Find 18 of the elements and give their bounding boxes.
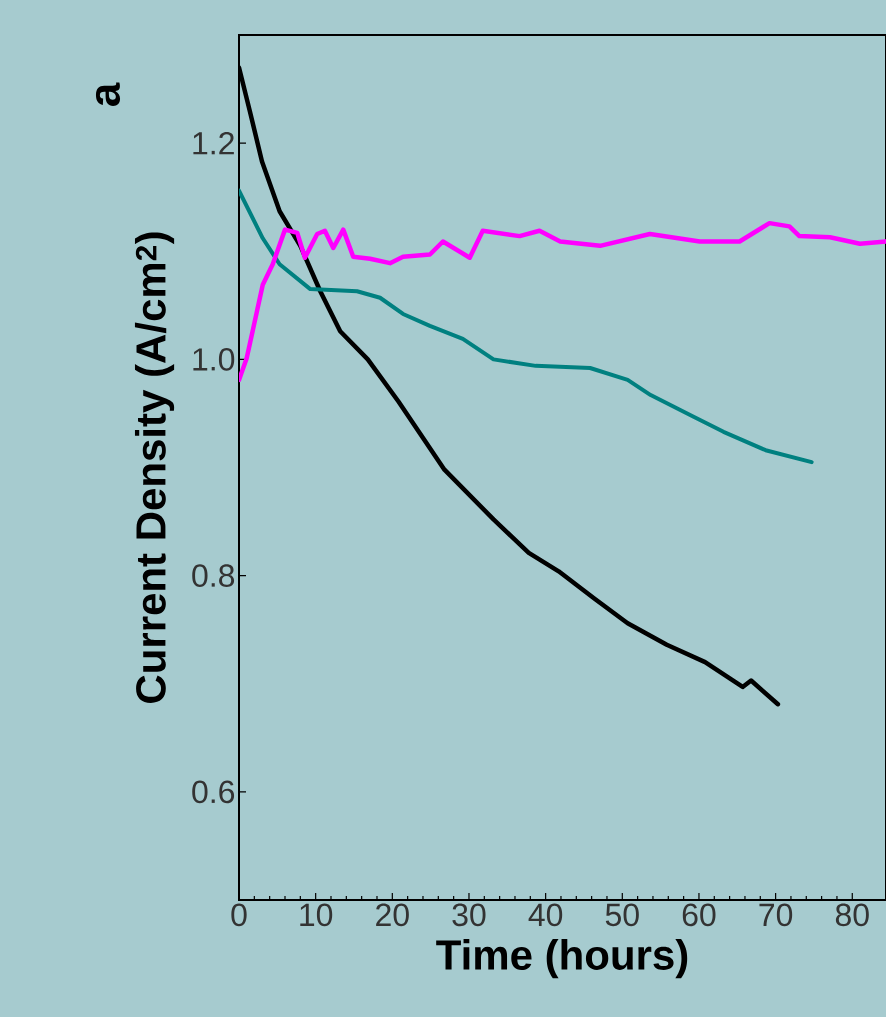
text: a xyxy=(95,82,121,106)
y-tick-label: 0.6 xyxy=(192,780,235,804)
x-tick-label: 30 xyxy=(452,903,486,927)
x-tick-label: 60 xyxy=(682,903,716,927)
x-tick-label: 70 xyxy=(759,903,793,927)
x-tick-label: 40 xyxy=(528,903,563,927)
x-tick-label: 80 xyxy=(835,903,869,927)
y-tick-label: 0.8 xyxy=(192,564,235,587)
y-tick-label: 1.2 xyxy=(193,131,234,155)
x-tick-label: 10 xyxy=(300,903,333,927)
y-axis-title: Current Density (A/cm$^{2}$) xyxy=(134,232,175,703)
x-tick-label: 20 xyxy=(376,903,409,927)
x-tick-label: 50 xyxy=(605,903,639,927)
x-axis-title: Time (hours) xyxy=(436,939,688,979)
y-tick-label: 1.0 xyxy=(193,348,235,371)
line-series xyxy=(239,188,814,465)
x-tick-label: 0 xyxy=(231,903,247,927)
line-series xyxy=(239,220,886,383)
